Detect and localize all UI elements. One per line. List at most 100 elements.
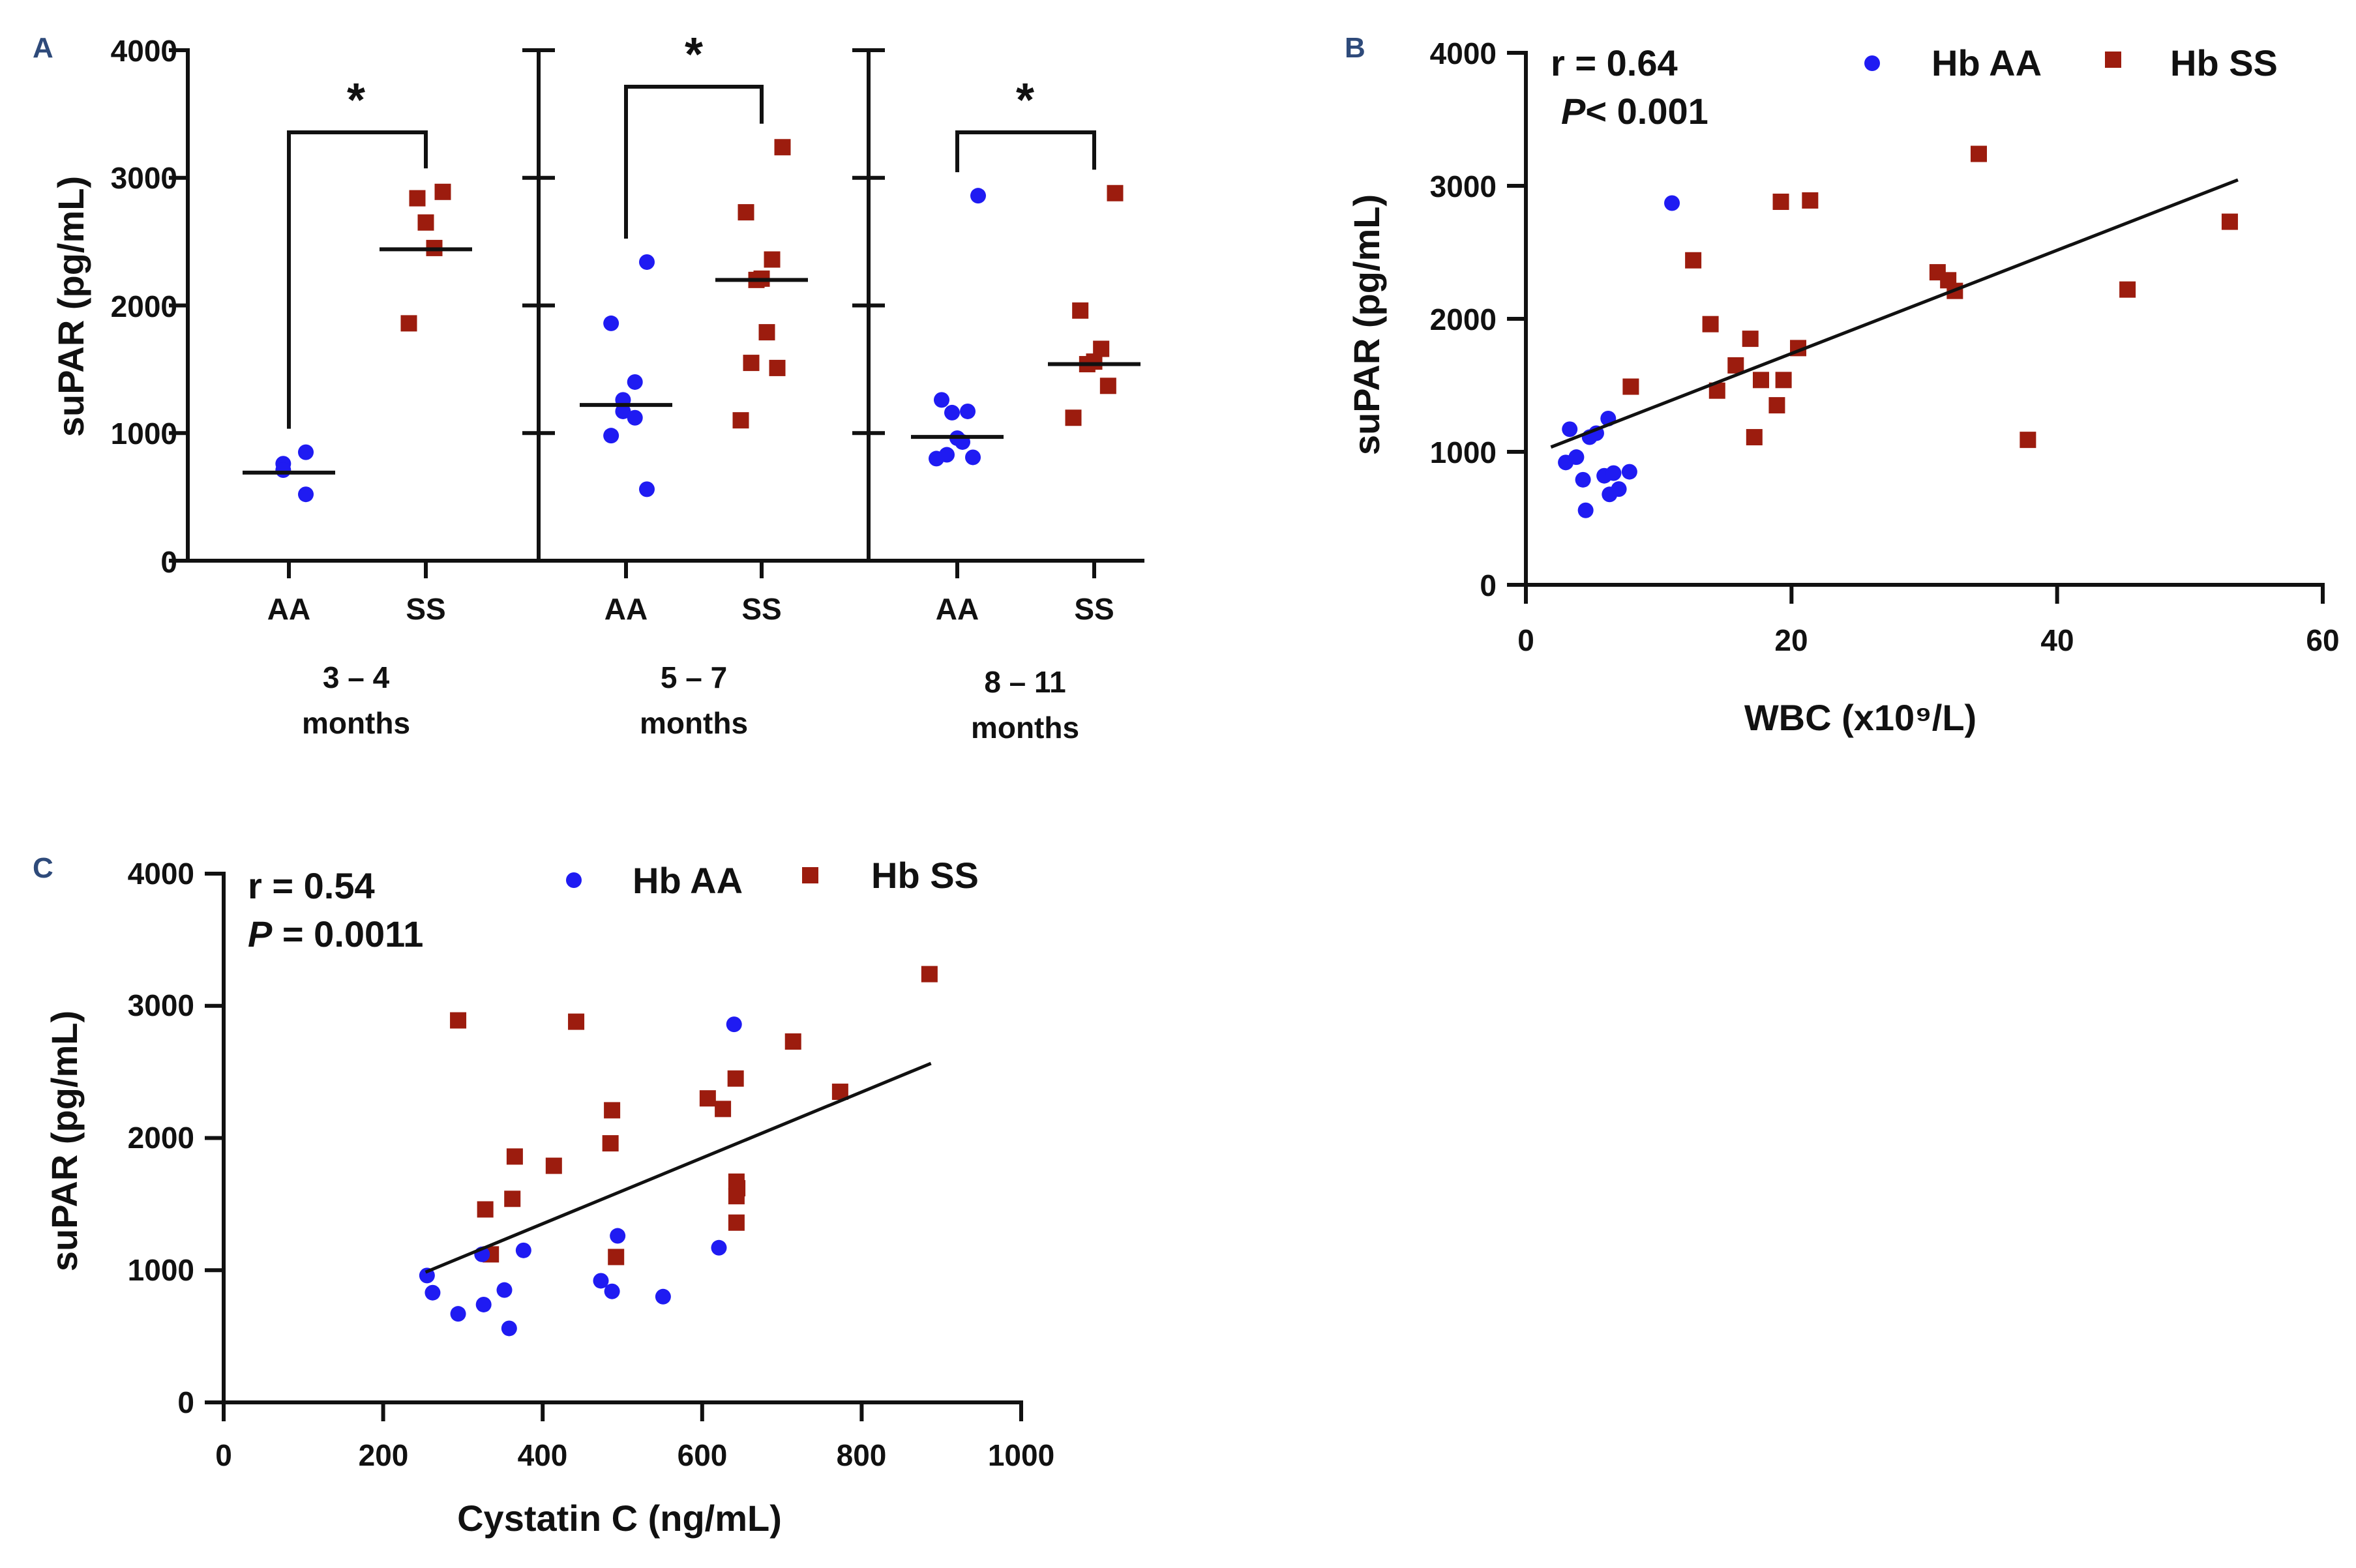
- panel-b-y-tick-label: 0: [1480, 569, 1497, 602]
- panel-b-hb-ss-point: [1802, 192, 1819, 209]
- panel-b-hb-aa-point: [1621, 464, 1637, 480]
- panel-b-hb-ss-point: [1772, 193, 1789, 210]
- panel-b-hb-ss-point: [2020, 432, 2036, 449]
- panel-c-x-tick-label: 400: [518, 1438, 568, 1472]
- panel-c-hb-ss-point: [921, 966, 938, 983]
- panel-b-hb-ss-point: [2221, 213, 2238, 230]
- panel-a-aa-point: [929, 451, 944, 467]
- panel-c-hb-aa-point: [425, 1284, 441, 1301]
- panel-c-hb-ss-point: [729, 1180, 746, 1197]
- panel-b-y-tick-label: 4000: [1430, 37, 1497, 70]
- panel-a-ss-point: [409, 190, 426, 207]
- panel-b-r-value: r = 0.64: [1551, 42, 1678, 83]
- panel-c-p-text: = 0.0011: [272, 913, 423, 954]
- panel-a-aa-point: [965, 449, 981, 466]
- panel-a-aa-point: [639, 254, 655, 270]
- panel-c-x-tick-labels: 0 200 400 600 800 1000: [215, 1438, 1054, 1472]
- panel-b-y-tick-labels: 0 1000 2000 3000 4000: [1430, 37, 1497, 602]
- panel-a-group1-category-ss: SS: [406, 592, 445, 626]
- panel-c-hb-aa-point: [515, 1242, 531, 1258]
- panel-a-ss-point: [769, 359, 786, 376]
- panel-b-hb-aa-point: [1575, 471, 1591, 488]
- panel-b-hb-ss-point: [1727, 357, 1744, 374]
- panel-c-x-tick-label: 200: [359, 1438, 409, 1472]
- panel-c-x-tick-label: 1000: [988, 1438, 1054, 1472]
- panel-a-aa-point: [944, 404, 960, 421]
- panel-c-hb-ss-point: [699, 1090, 716, 1107]
- panel-c-hb-aa-point: [501, 1320, 517, 1337]
- panel-a-group3-category-aa: AA: [936, 592, 979, 626]
- panel-c-y-tick-label: 2000: [128, 1121, 194, 1155]
- panel-b-hb-ss-point: [1742, 331, 1759, 348]
- panel-a-group2-period-unit: months: [640, 706, 748, 740]
- panel-c-hb-ss-point: [477, 1201, 494, 1218]
- panel-a-group2-period: 5 – 7: [661, 660, 727, 694]
- panel-a-group3-period: 8 – 11: [984, 665, 1066, 699]
- panel-c-regression-line: [425, 1061, 932, 1274]
- panel-a-aa-point: [960, 403, 976, 419]
- panel-c-hb-ss-point: [608, 1249, 625, 1265]
- panel-b-hb-ss-point: [1622, 378, 1639, 395]
- panel-c-letter: C: [33, 852, 53, 884]
- panel-a-aa-point: [298, 444, 314, 460]
- panel-b-hb-aa-point: [1577, 502, 1594, 518]
- panel-a-significance-bracket: [287, 130, 428, 429]
- panel-b-hb-ss-point: [1768, 397, 1785, 414]
- panel-a-group1-category-aa: AA: [267, 592, 310, 626]
- panel-b-legend: Hb AA Hb SS: [1864, 42, 2278, 83]
- panel-c-hb-ss-point: [450, 1012, 467, 1029]
- panel-b-p-value: P< 0.001: [1561, 91, 1708, 132]
- panel-b-hb-aa-point: [1611, 481, 1627, 497]
- legend-hb-aa-label: Hb AA: [633, 860, 743, 901]
- panel-a-ss-point: [434, 183, 451, 200]
- panel-a-group2-category-aa: AA: [604, 592, 648, 626]
- panel-a-ss-point: [1099, 377, 1116, 394]
- panel-c-x-tick-label: 800: [837, 1438, 887, 1472]
- legend-hb-ss-label: Hb SS: [2170, 42, 2278, 83]
- panel-a-significance-bracket: [624, 85, 764, 239]
- panel-a-aa-point: [615, 403, 631, 419]
- panel-c-p-symbol: P: [248, 913, 273, 954]
- panel-c-y-tick-label: 4000: [128, 857, 194, 891]
- panel-a-aa-point: [639, 481, 655, 497]
- panel-c-hb-aa-point: [655, 1288, 671, 1305]
- panel-b-hb-ss-point: [1702, 316, 1719, 333]
- panel-a-group2-category-ss: SS: [741, 592, 781, 626]
- panel-c-hb-aa-point: [475, 1296, 492, 1312]
- panel-a-significance-bracket: [955, 130, 1096, 173]
- panel-c-hb-aa-point: [610, 1228, 626, 1244]
- panel-c-hb-aa-point: [593, 1273, 609, 1289]
- panel-a-group3-period-unit: months: [971, 711, 1079, 745]
- panel-b-marks: [1507, 51, 2325, 604]
- panel-a-ss-point: [732, 412, 749, 429]
- panel-b-x-tick-label: 60: [2306, 623, 2339, 657]
- panel-a-ss-point: [743, 355, 760, 372]
- panel-b-x-tick-label: 20: [1774, 623, 1808, 657]
- panel-b-hb-ss-point: [1775, 372, 1792, 389]
- panel-a-group3-category-ss: SS: [1074, 592, 1114, 626]
- panel-c-hb-aa-point: [726, 1016, 742, 1033]
- legend-hb-aa-label: Hb AA: [1931, 42, 2042, 83]
- panel-c-y-axis-title: suPAR (pg/mL): [44, 1011, 85, 1271]
- panel-b-hb-aa-point: [1562, 421, 1578, 437]
- panel-a-aa-point: [627, 374, 643, 390]
- panel-a-y-tick-label: 2000: [111, 289, 177, 323]
- panel-c-hb-ss-point: [727, 1070, 744, 1087]
- panel-c-hb-aa-point: [496, 1282, 513, 1298]
- legend-hb-aa-marker: [566, 872, 582, 888]
- panel-a-ss-point: [1107, 185, 1124, 201]
- panel-b-hb-ss-point: [1685, 252, 1702, 269]
- panel-c-y-tick-label: 3000: [128, 988, 194, 1022]
- panel-b-hb-aa-point: [1568, 449, 1585, 466]
- panel-b-p-text: < 0.001: [1585, 91, 1708, 132]
- panel-a-aa-point: [627, 409, 643, 426]
- panel-c-legend: Hb AA Hb SS: [566, 855, 979, 901]
- panel-c-y-tick-labels: 0 1000 2000 3000 4000: [128, 857, 194, 1419]
- panel-b-hb-ss-point: [2119, 281, 2136, 298]
- panel-a-aa-point: [603, 315, 619, 331]
- panel-a-ss-point: [1065, 409, 1082, 426]
- panel-b-y-tick-label: 2000: [1430, 303, 1497, 336]
- panel-c-marks: [205, 872, 1023, 1421]
- panel-a-group1-period-unit: months: [302, 706, 410, 740]
